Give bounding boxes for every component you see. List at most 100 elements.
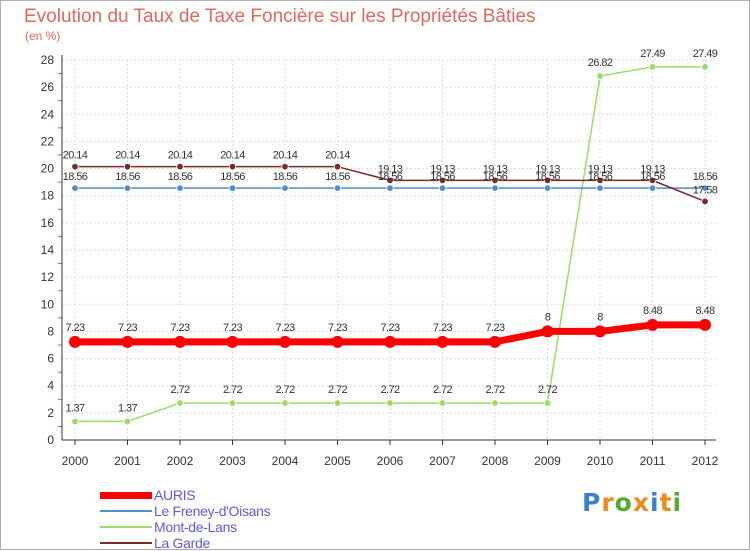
data-label-le-freney-d-oisans: 18.56 — [115, 171, 140, 183]
data-point-le-freney-d-oisans — [438, 184, 447, 192]
y-tick-label: 18 — [41, 189, 55, 203]
data-point-mont-de-lans — [176, 399, 184, 407]
data-label-le-freney-d-oisans: 18.56 — [378, 171, 403, 183]
x-tick-label: 2012 — [692, 454, 719, 468]
legend-label-mont-de-lans: Mont-de-Lans — [154, 519, 237, 535]
legend-label-la-garde: La Garde — [154, 535, 210, 551]
data-point-le-freney-d-oisans — [596, 184, 604, 192]
data-point-mont-de-lans — [333, 399, 342, 407]
data-label-mont-de-lans: 2.72 — [170, 384, 189, 396]
data-label-mont-de-lans: 1.37 — [118, 402, 137, 414]
y-tick-label: 14 — [41, 243, 55, 257]
legend-swatch-la-garde — [100, 542, 152, 544]
logo-letter: t — [659, 488, 673, 517]
data-label-mont-de-lans: 27.49 — [693, 48, 718, 60]
logo-letter: P — [582, 488, 602, 517]
data-point-le-freney-d-oisans — [123, 184, 132, 192]
data-point-le-freney-d-oisans — [71, 184, 79, 192]
data-point-le-freney-d-oisans — [386, 184, 394, 192]
data-point-la-garde — [228, 162, 237, 171]
data-label-auris: 7.23 — [380, 322, 399, 334]
y-tick-label: 0 — [47, 433, 54, 447]
data-label-la-garde: 17.58 — [693, 184, 718, 196]
y-tick-label: 16 — [41, 216, 55, 230]
x-tick-label: 2002 — [167, 454, 194, 468]
data-label-le-freney-d-oisans: 18.56 — [63, 171, 88, 183]
chart-legend: AURIS Le Freney-d'Oisans Mont-de-Lans La Ga… — [100, 487, 271, 551]
logo-letter: r — [601, 488, 615, 517]
data-point-la-garde — [648, 176, 657, 185]
data-label-auris: 7.23 — [223, 322, 242, 334]
data-point-le-freney-d-oisans — [281, 184, 289, 192]
data-label-le-freney-d-oisans: 18.56 — [168, 171, 193, 183]
data-point-auris — [384, 335, 396, 348]
data-point-auris — [436, 335, 449, 348]
data-label-auris: 8 — [597, 311, 603, 323]
data-label-auris: 7.23 — [65, 322, 84, 334]
data-label-mont-de-lans: 1.37 — [65, 402, 84, 414]
data-point-auris — [489, 335, 501, 348]
y-tick-label: 2 — [47, 406, 54, 420]
data-point-mont-de-lans — [543, 399, 552, 407]
data-label-auris: 7.23 — [485, 322, 504, 334]
data-label-la-garde: 19.13 — [588, 163, 613, 175]
data-label-auris: 8.48 — [695, 305, 714, 317]
x-tick-label: 2006 — [377, 454, 404, 468]
x-tick-label: 2003 — [219, 454, 246, 468]
data-label-le-freney-d-oisans: 18.56 — [273, 171, 298, 183]
x-tick-label: 2004 — [272, 454, 299, 468]
data-label-le-freney-d-oisans: 18.56 — [220, 171, 245, 183]
legend-swatch-le-freney-d-oisans — [100, 510, 152, 512]
x-tick-label: 2000 — [62, 454, 89, 468]
data-label-la-garde: 20.14 — [325, 150, 350, 162]
data-point-la-garde — [386, 176, 394, 185]
data-label-le-freney-d-oisans: 18.56 — [325, 171, 350, 183]
data-point-mont-de-lans — [281, 399, 289, 407]
data-point-le-freney-d-oisans — [228, 184, 237, 192]
chart-title: Evolution du Taux de Taxe Foncière sur l… — [24, 6, 536, 27]
data-label-la-garde: 19.13 — [430, 163, 455, 175]
data-point-le-freney-d-oisans — [701, 184, 709, 192]
logo-letter: i — [650, 488, 660, 517]
data-point-mont-de-lans — [71, 417, 79, 426]
data-point-auris — [594, 325, 606, 338]
data-label-le-freney-d-oisans: 18.56 — [483, 171, 508, 183]
data-point-auris — [226, 335, 239, 348]
data-label-auris: 7.23 — [118, 322, 137, 334]
data-label-mont-de-lans: 2.72 — [328, 384, 347, 396]
data-label-la-garde: 20.14 — [273, 150, 298, 162]
y-tick-label: 4 — [47, 379, 54, 393]
legend-label-auris: AURIS — [154, 487, 196, 503]
data-point-la-garde — [281, 162, 289, 171]
data-point-auris — [121, 335, 134, 348]
y-tick-label: 28 — [41, 53, 55, 67]
y-tick-label: 8 — [47, 324, 54, 338]
x-tick-label: 2010 — [587, 454, 614, 468]
data-point-le-freney-d-oisans — [543, 184, 552, 192]
data-label-auris: 8 — [545, 311, 551, 323]
data-point-auris — [69, 335, 81, 348]
data-point-mont-de-lans — [386, 399, 394, 407]
legend-label-le-freney-d-oisans: Le Freney-d'Oisans — [154, 503, 271, 519]
data-label-la-garde: 20.14 — [63, 150, 88, 162]
legend-swatch-auris — [100, 491, 152, 499]
data-point-la-garde — [491, 176, 499, 185]
y-tick-label: 26 — [41, 80, 55, 94]
data-label-mont-de-lans: 2.72 — [380, 384, 399, 396]
data-point-le-freney-d-oisans — [176, 184, 184, 192]
data-label-le-freney-d-oisans: 18.56 — [693, 171, 718, 183]
y-axis-unit-label: (en %) — [25, 29, 61, 43]
data-point-mont-de-lans — [596, 72, 604, 80]
data-point-la-garde — [71, 162, 79, 171]
data-point-auris — [279, 335, 291, 348]
logo-letter: x — [632, 488, 650, 517]
logo-letter: o — [614, 488, 633, 517]
legend-item-auris: AURIS — [100, 487, 270, 503]
data-label-la-garde: 20.14 — [220, 150, 245, 162]
data-label-mont-de-lans: 2.72 — [538, 384, 557, 396]
x-tick-label: 2011 — [640, 454, 666, 468]
logo-letter: i — [672, 488, 683, 517]
data-point-la-garde — [438, 176, 447, 185]
